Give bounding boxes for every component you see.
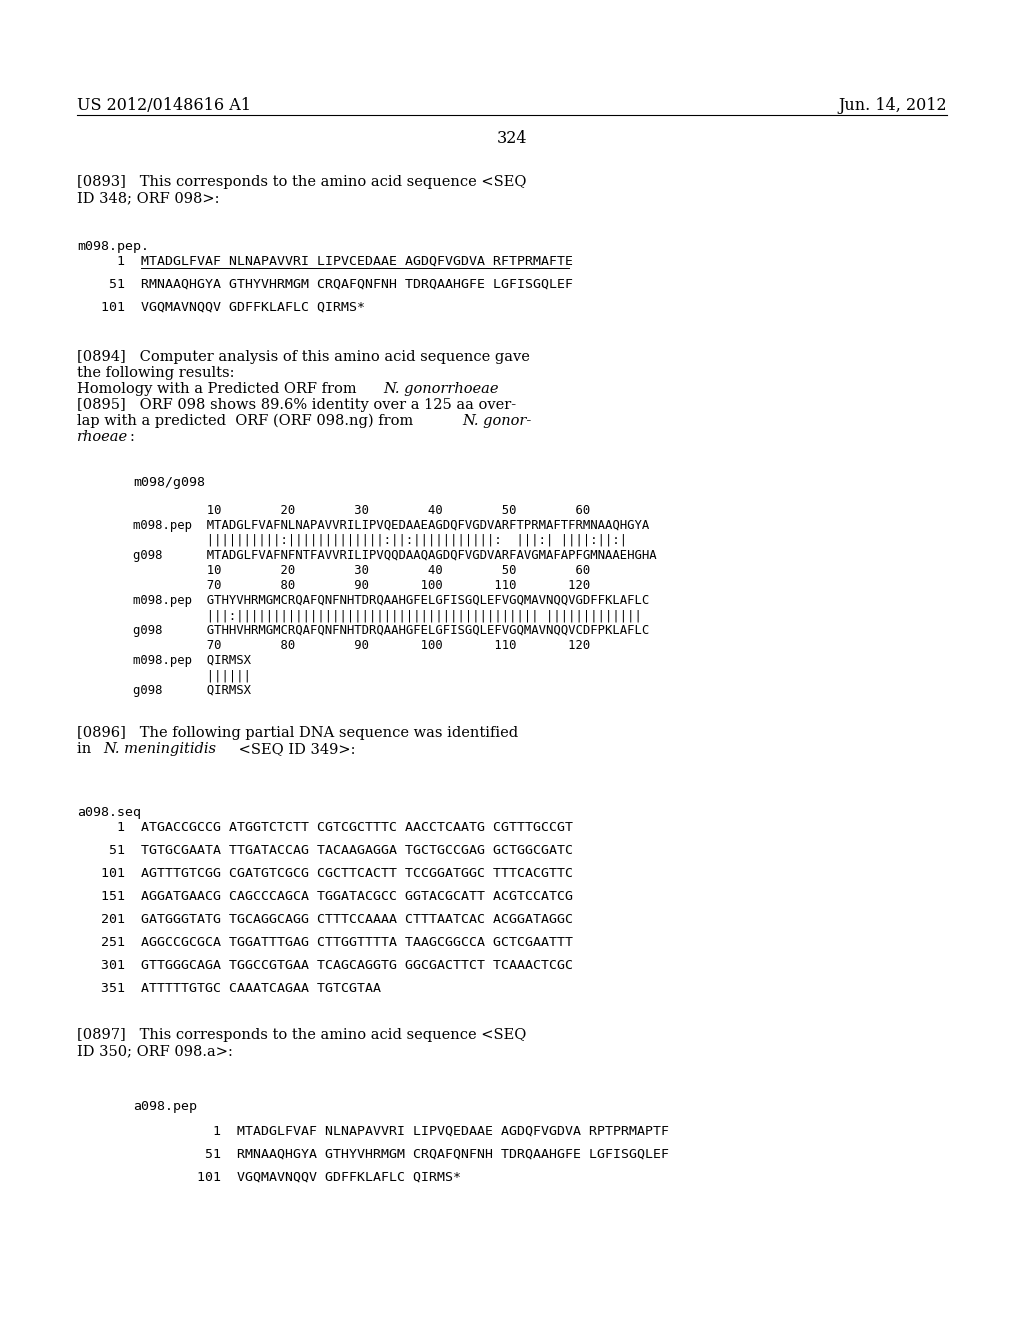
- Text: 101  AGTTTGTCGG CGATGTCGCG CGCTTCACTT TCCGGATGGC TTTCACGTTC: 101 AGTTTGTCGG CGATGTCGCG CGCTTCACTT TCC…: [77, 867, 573, 880]
- Text: g098      QIRMSX: g098 QIRMSX: [133, 684, 251, 697]
- Text: lap with a predicted  ORF (ORF 098.ng) from: lap with a predicted ORF (ORF 098.ng) fr…: [77, 414, 418, 429]
- Text: N. gonorrhoeae: N. gonorrhoeae: [383, 381, 499, 396]
- Text: 70        80        90       100       110       120: 70 80 90 100 110 120: [133, 579, 590, 591]
- Text: 301  GTTGGGCAGA TGGCCGTGAA TCAGCAGGTG GGCGACTTCT TCAAACTCGC: 301 GTTGGGCAGA TGGCCGTGAA TCAGCAGGTG GGC…: [77, 960, 573, 972]
- Text: m098.pep  MTADGLFVAFNLNAPAVVRILIPVQEDAAEAGDQFVGDVARFTPRMAFTFRMNAAQHGYA: m098.pep MTADGLFVAFNLNAPAVVRILIPVQEDAAEA…: [133, 519, 649, 532]
- Text: m098.pep.: m098.pep.: [77, 240, 150, 253]
- Text: rhoeae: rhoeae: [77, 430, 128, 444]
- Text: a098.seq: a098.seq: [77, 807, 141, 818]
- Text: 151  AGGATGAACG CAGCCCAGCA TGGATACGCC GGTACGCATT ACGTCCATCG: 151 AGGATGAACG CAGCCCAGCA TGGATACGCC GGT…: [77, 890, 573, 903]
- Text: m098.pep  GTHYVHRMGMCRQAFQNFNHTDRQAAHGFELGFISGQLEFVGQMAVNQQVGDFFKLAFLC: m098.pep GTHYVHRMGMCRQAFQNFNHTDRQAAHGFEL…: [133, 594, 649, 607]
- Text: 51  RMNAAQHGYA GTHYVHRMGM CRQAFQNFNH TDRQAAHGFE LGFISGQLEF: 51 RMNAAQHGYA GTHYVHRMGM CRQAFQNFNH TDRQ…: [77, 279, 573, 290]
- Text: a098.pep: a098.pep: [133, 1100, 197, 1113]
- Text: :: :: [129, 430, 134, 444]
- Text: g098      MTADGLFVAFNFNTFAVVRILIPVQQDAAQAGDQFVGDVARFAVGMAFAPFGMNAAEHGHA: g098 MTADGLFVAFNFNTFAVVRILIPVQQDAAQAGDQF…: [133, 549, 656, 562]
- Text: ID 350; ORF 098.a>:: ID 350; ORF 098.a>:: [77, 1044, 232, 1059]
- Text: [0895]   ORF 098 shows 89.6% identity over a 125 aa over-: [0895] ORF 098 shows 89.6% identity over…: [77, 399, 516, 412]
- Text: 10        20        30        40        50        60: 10 20 30 40 50 60: [133, 504, 590, 517]
- Text: 101  VGQMAVNQQV GDFFKLAFLC QIRMS*: 101 VGQMAVNQQV GDFFKLAFLC QIRMS*: [77, 301, 365, 314]
- Text: 70        80        90       100       110       120: 70 80 90 100 110 120: [133, 639, 590, 652]
- Text: 1  MTADGLFVAF NLNAPAVVRI LIPVCEDAAE AGDQFVGDVA RFTPRMAFTE: 1 MTADGLFVAF NLNAPAVVRI LIPVCEDAAE AGDQF…: [77, 255, 573, 268]
- Text: [0897]   This corresponds to the amino acid sequence <SEQ: [0897] This corresponds to the amino aci…: [77, 1028, 526, 1041]
- Text: |||:||||||||||||||||||||||||||||||||||||||||| |||||||||||||: |||:||||||||||||||||||||||||||||||||||||…: [133, 609, 642, 622]
- Text: 351  ATTTTTGTGC CAAATCAGAA TGTCGTAA: 351 ATTTTTGTGC CAAATCAGAA TGTCGTAA: [77, 982, 381, 995]
- Text: Jun. 14, 2012: Jun. 14, 2012: [839, 96, 947, 114]
- Text: ||||||||||:|||||||||||||:||:|||||||||||:  |||:| ||||:||:|: ||||||||||:|||||||||||||:||:|||||||||||:…: [133, 535, 627, 546]
- Text: g098      GTHHVHRMGMCRQAFQNFNHTDRQAAHGFELGFISGQLEFVGQMAVNQQVCDFPKLAFLC: g098 GTHHVHRMGMCRQAFQNFNHTDRQAAHGFELGFIS…: [133, 624, 649, 638]
- Text: N. meningitidis: N. meningitidis: [103, 742, 216, 756]
- Text: US 2012/0148616 A1: US 2012/0148616 A1: [77, 96, 251, 114]
- Text: 1  ATGACCGCCG ATGGTCTCTT CGTCGCTTTC AACCTCAATG CGTTTGCCGT: 1 ATGACCGCCG ATGGTCTCTT CGTCGCTTTC AACCT…: [77, 821, 573, 834]
- Text: ID 348; ORF 098>:: ID 348; ORF 098>:: [77, 191, 219, 205]
- Text: 201  GATGGGTATG TGCAGGCAGG CTTTCCAAAA CTTTAATCAC ACGGATAGGC: 201 GATGGGTATG TGCAGGCAGG CTTTCCAAAA CTT…: [77, 913, 573, 927]
- Text: 10        20        30        40        50        60: 10 20 30 40 50 60: [133, 564, 590, 577]
- Text: 251  AGGCCGCGCA TGGATTTGAG CTTGGTTTTA TAAGCGGCCA GCTCGAATTT: 251 AGGCCGCGCA TGGATTTGAG CTTGGTTTTA TAA…: [77, 936, 573, 949]
- Text: ||||||: ||||||: [133, 669, 251, 682]
- Text: N. gonor-: N. gonor-: [462, 414, 531, 428]
- Text: [0894]   Computer analysis of this amino acid sequence gave: [0894] Computer analysis of this amino a…: [77, 350, 529, 364]
- Text: the following results:: the following results:: [77, 366, 234, 380]
- Text: m098/g098: m098/g098: [133, 477, 205, 488]
- Text: Homology with a Predicted ORF from: Homology with a Predicted ORF from: [77, 381, 361, 396]
- Text: 1  MTADGLFVAF NLNAPAVVRI LIPVQEDAAE AGDQFVGDVA RPTPRMAPTF: 1 MTADGLFVAF NLNAPAVVRI LIPVQEDAAE AGDQF…: [133, 1125, 669, 1138]
- Text: in: in: [77, 742, 96, 756]
- Text: [0896]   The following partial DNA sequence was identified: [0896] The following partial DNA sequenc…: [77, 726, 518, 741]
- Text: 101  VGQMAVNQQV GDFFKLAFLC QIRMS*: 101 VGQMAVNQQV GDFFKLAFLC QIRMS*: [133, 1171, 461, 1184]
- Text: 324: 324: [497, 129, 527, 147]
- Text: [0893]   This corresponds to the amino acid sequence <SEQ: [0893] This corresponds to the amino aci…: [77, 176, 526, 189]
- Text: m098.pep  QIRMSX: m098.pep QIRMSX: [133, 653, 251, 667]
- Text: 51  TGTGCGAATA TTGATACCAG TACAAGAGGA TGCTGCCGAG GCTGGCGATC: 51 TGTGCGAATA TTGATACCAG TACAAGAGGA TGCT…: [77, 843, 573, 857]
- Text: 51  RMNAAQHGYA GTHYVHRMGM CRQAFQNFNH TDRQAAHGFE LGFISGQLEF: 51 RMNAAQHGYA GTHYVHRMGM CRQAFQNFNH TDRQ…: [133, 1148, 669, 1162]
- Text: <SEQ ID 349>:: <SEQ ID 349>:: [234, 742, 356, 756]
